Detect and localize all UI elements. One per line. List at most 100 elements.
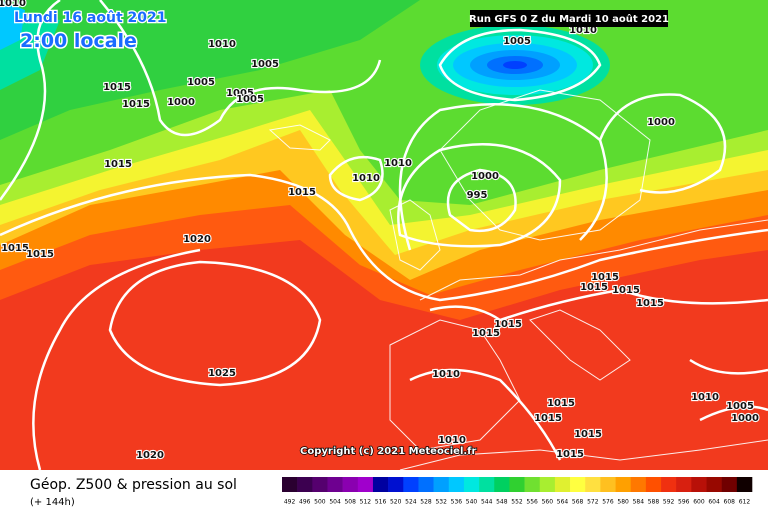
scale-swatch — [463, 477, 480, 492]
isobar-label: 1010 — [352, 173, 380, 184]
scale-swatch — [570, 477, 586, 492]
scale-swatch — [661, 477, 677, 492]
isobar-label: 1010 — [691, 392, 719, 403]
isobar-label: 1000 — [471, 171, 499, 182]
color-scale: 492 496 500 504 508 512 516 520 524 528 532 536 540 5… — [282, 477, 753, 506]
scale-swatch — [282, 477, 298, 492]
isobar-label: 1005 — [187, 77, 215, 88]
scale-label: 520 — [390, 499, 402, 506]
scale-label: 612 — [739, 499, 751, 506]
scale-swatch — [342, 477, 359, 492]
scale-label: 536 — [451, 499, 463, 506]
scale-swatch — [388, 477, 404, 492]
isobar-label: 1015 — [472, 328, 500, 339]
scale-swatch — [509, 477, 525, 492]
isobar-label: 1005 — [236, 94, 264, 105]
scale-swatch — [448, 477, 465, 492]
scale-swatch — [539, 477, 556, 492]
isobar-label: 1005 — [251, 59, 279, 70]
isobar-label: 1025 — [208, 368, 236, 379]
scale-label: 508 — [344, 499, 356, 506]
scale-label: 580 — [617, 499, 629, 506]
scale-label: 516 — [375, 499, 387, 506]
scale-swatch — [554, 477, 571, 492]
run-label: Run GFS 0 Z du Mardi 10 août 2021 — [469, 13, 669, 25]
isobar-label: 1015 — [556, 449, 584, 460]
isobar-label: 1015 — [104, 159, 132, 170]
scale-swatch — [736, 477, 753, 492]
isobar-label: 1015 — [534, 413, 562, 424]
isobar-label: 1015 — [26, 249, 54, 260]
scale-label: 500 — [314, 499, 326, 506]
scale-label: 540 — [466, 499, 478, 506]
isobar-label: 1015 — [103, 82, 131, 93]
isobar-label: 1015 — [288, 187, 316, 198]
isobar-label: 1015 — [494, 319, 522, 330]
scale-label: 544 — [481, 499, 493, 506]
scale-swatch — [494, 477, 510, 492]
footer-title: Géop. Z500 & pression au sol — [30, 477, 237, 493]
isobar-label: 1015 — [1, 243, 29, 254]
isobar-label: 1020 — [136, 450, 164, 461]
isobar-label: 1000 — [647, 117, 675, 128]
isobars — [0, 0, 768, 471]
scale-swatch — [297, 477, 313, 492]
isobar-label: 1010 — [438, 435, 466, 446]
scale-label: 524 — [405, 499, 417, 506]
scale-label: 492 — [284, 499, 296, 506]
scale-swatch — [327, 477, 343, 492]
isobar-label: 995 — [467, 190, 488, 201]
isobar-label: 1005 — [503, 36, 531, 47]
scale-label: 564 — [557, 499, 569, 506]
scale-swatch — [630, 477, 647, 492]
scale-swatch — [676, 477, 692, 492]
isobar-label: 1015 — [580, 282, 608, 293]
isobar-label: 1005 — [226, 88, 254, 99]
isobar-label: 1015 — [574, 429, 602, 440]
scale-swatch — [615, 477, 632, 492]
local-time: 2:00 locale — [20, 30, 137, 52]
scale-swatch — [524, 477, 541, 492]
isobar-label: 1010 — [569, 25, 597, 36]
isobar-label: 1010 — [432, 369, 460, 380]
scale-swatch — [691, 477, 707, 492]
scale-swatch — [403, 477, 419, 492]
isobar-label: 1015 — [547, 398, 575, 409]
isobar-label: 1010 — [384, 158, 412, 169]
scale-label: 552 — [511, 499, 523, 506]
copyright: Copyright (c) 2021 Meteociel.fr — [300, 446, 477, 457]
isobar-label: 1020 — [183, 234, 211, 245]
scale-label: 584 — [633, 499, 645, 506]
scale-swatch — [372, 477, 389, 492]
isobar-label: 1005 — [726, 401, 754, 412]
isobar-label: 1000 — [731, 413, 759, 424]
scale-swatch — [479, 477, 495, 492]
isobar-labels: 1010101510151010100510051000100510051010… — [0, 0, 760, 462]
scale-label: 560 — [542, 499, 554, 506]
scale-label: 512 — [360, 499, 372, 506]
date: Lundi 16 août 2021 — [14, 10, 166, 26]
scale-label: 592 — [663, 499, 675, 506]
run-box — [470, 10, 668, 27]
scale-swatch — [645, 477, 662, 492]
scale-label: 576 — [602, 499, 614, 506]
scale-label: 604 — [708, 499, 720, 506]
scale-swatch — [312, 477, 328, 492]
scale-swatch — [357, 477, 374, 492]
scale-swatch — [433, 477, 450, 492]
scale-label: 504 — [329, 499, 341, 506]
scale-label: 496 — [299, 499, 311, 506]
scale-swatch — [418, 477, 434, 492]
isobar-label: 1010 — [208, 39, 236, 50]
isobar-label: 1015 — [636, 298, 664, 309]
scale-label: 588 — [648, 499, 660, 506]
scale-label: 608 — [724, 499, 736, 506]
geopotential-field — [0, 0, 768, 470]
scale-swatch — [706, 477, 722, 492]
isobar-label: 1010 — [0, 0, 26, 9]
scale-label: 532 — [435, 499, 447, 506]
isobar-label: 1000 — [167, 97, 195, 108]
scale-label: 556 — [526, 499, 538, 506]
scale-label: 596 — [678, 499, 690, 506]
